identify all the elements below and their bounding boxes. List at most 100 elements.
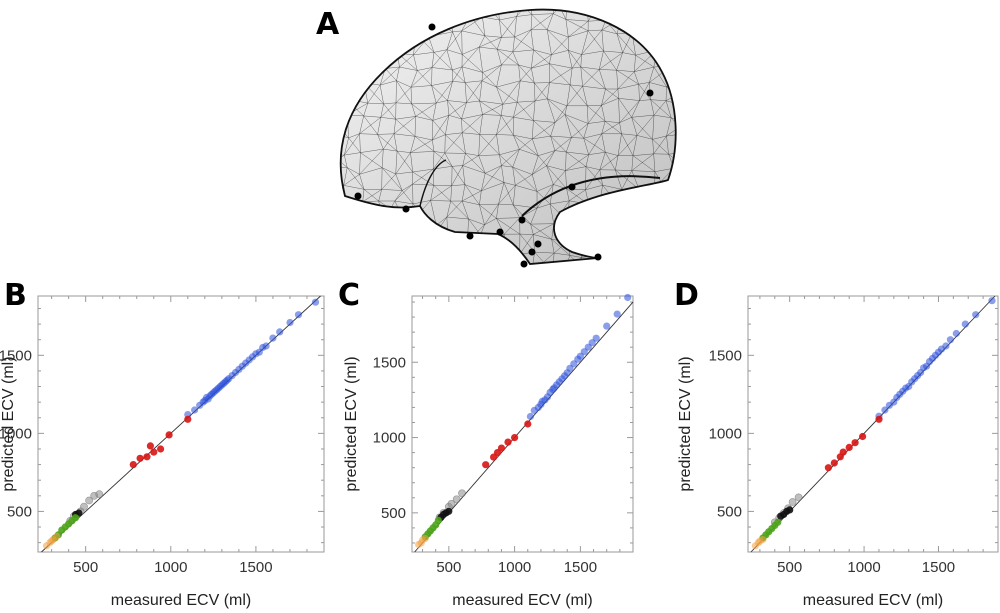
y-tick-label: 500 <box>717 503 742 520</box>
scatter-chart-c: 500 1000 1500 500 1000 1500 measured ECV (ml) p… <box>343 293 634 609</box>
landmark-dot <box>534 240 542 248</box>
landmark-dot <box>466 232 474 240</box>
y-axis-label: predicted ECV (ml) <box>343 356 360 491</box>
panel-letter-d: D <box>674 278 699 313</box>
data-point-red <box>143 453 151 461</box>
data-point-green <box>71 514 80 522</box>
data-point-red <box>482 461 490 469</box>
landmark-dot <box>496 228 504 236</box>
x-tick-label: 1500 <box>239 559 272 576</box>
data-point-gray <box>80 502 88 511</box>
x-tick-label: 500 <box>73 559 98 576</box>
data-point-modern <box>191 406 199 414</box>
data-point-red <box>146 442 154 450</box>
data-point-modern <box>262 342 270 350</box>
data-point-orange <box>421 534 429 543</box>
data-point-modern <box>881 406 889 414</box>
data-point-red <box>875 415 883 423</box>
data-point-gray <box>788 498 797 506</box>
landmark-dot <box>528 248 536 256</box>
data-point-red <box>150 448 158 456</box>
panel-letter-c: C <box>338 278 360 313</box>
scatter-chart-b: 500 1000 1500 500 1000 1500 measured ECV (ml) p… <box>0 295 325 609</box>
data-point-orange <box>53 532 61 541</box>
data-point-modern <box>952 329 960 338</box>
data-point-red <box>184 415 192 423</box>
scatter-chart-d: 500 1000 1500 500 1000 1500 measured ECV (ml) p… <box>677 295 999 609</box>
data-point-modern <box>269 334 277 342</box>
data-point-modern <box>276 328 284 336</box>
x-tick-label: 500 <box>436 559 461 576</box>
panel-letter-a: A <box>316 7 340 42</box>
brain-contour-line <box>521 175 661 217</box>
landmark-dot <box>402 205 410 213</box>
data-point-gray <box>458 489 466 498</box>
data-point-red <box>830 459 838 467</box>
panel-letter-b: B <box>4 278 27 313</box>
data-point-red <box>157 445 165 453</box>
y-tick-label: 1000 <box>0 425 32 442</box>
data-point-modern <box>988 297 996 305</box>
data-point-red <box>859 432 867 441</box>
y-tick-label: 1000 <box>373 430 406 447</box>
data-point-modern <box>592 334 600 342</box>
y-tick-label: 1500 <box>709 347 742 364</box>
x-tick-label: 1500 <box>922 559 955 576</box>
data-point-black <box>445 507 453 515</box>
data-point-green <box>434 516 442 525</box>
x-axis-label: measured ECV (ml) <box>111 592 251 609</box>
data-point-modern <box>294 311 303 319</box>
data-point-modern <box>961 320 969 328</box>
data-point-modern <box>526 412 535 421</box>
x-tick-label: 1000 <box>498 559 531 576</box>
data-point-gray <box>447 499 456 508</box>
data-point-orange <box>759 535 767 544</box>
x-tick-label: 1000 <box>154 559 187 576</box>
landmark-dot <box>568 183 576 191</box>
data-point-red <box>839 448 847 456</box>
x-tick-label: 1000 <box>847 559 880 576</box>
data-point-modern <box>286 318 294 327</box>
data-point-red <box>824 464 833 472</box>
data-point-modern <box>942 342 950 350</box>
brain-endocast-mesh <box>339 8 677 268</box>
landmark-dot <box>354 192 362 200</box>
plot-frame <box>411 295 634 553</box>
data-point-red <box>129 461 137 469</box>
data-point-gray <box>95 490 104 499</box>
y-tick-label: 1500 <box>0 347 32 364</box>
data-point-gray <box>794 493 803 502</box>
x-tick-label: 500 <box>777 559 802 576</box>
y-tick-label: 1500 <box>373 354 406 371</box>
plot-frame <box>37 295 325 553</box>
data-point-red <box>497 444 506 452</box>
y-tick-label: 500 <box>7 503 32 520</box>
x-axis-label: measured ECV (ml) <box>452 592 592 609</box>
data-point-green <box>774 518 782 526</box>
data-point-red <box>510 434 519 442</box>
x-axis-label: measured ECV (ml) <box>803 592 943 609</box>
data-point-modern <box>972 311 980 319</box>
data-point-modern <box>613 310 621 318</box>
data-point-modern <box>311 298 320 306</box>
y-axis-label: predicted ECV (ml) <box>0 356 17 491</box>
data-point-red <box>524 420 532 428</box>
y-axis-label: predicted ECV (ml) <box>677 356 694 491</box>
plot-frame <box>747 295 999 553</box>
data-point-red <box>845 443 853 451</box>
landmark-dot <box>428 23 436 31</box>
data-point-gray <box>85 496 93 505</box>
data-point-red <box>851 439 859 447</box>
data-point-modern <box>624 293 632 302</box>
data-point-gray <box>452 495 461 504</box>
data-point-modern <box>946 336 955 344</box>
data-point-modern <box>603 322 611 330</box>
data-point-red <box>136 454 144 462</box>
data-point-red <box>504 438 512 446</box>
landmark-dot <box>520 260 528 268</box>
data-point-red <box>165 431 173 439</box>
landmark-dot <box>646 89 654 97</box>
landmark-dot <box>518 216 526 224</box>
y-tick-label: 1000 <box>709 425 742 442</box>
